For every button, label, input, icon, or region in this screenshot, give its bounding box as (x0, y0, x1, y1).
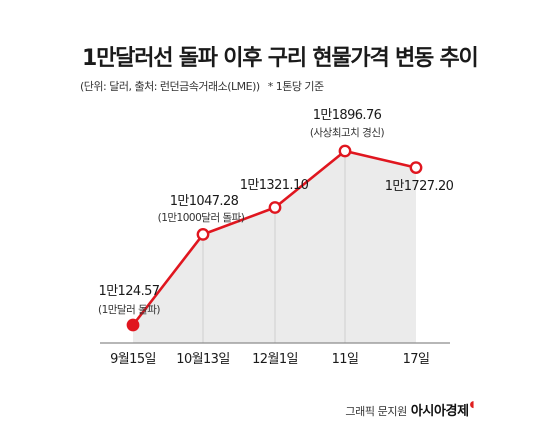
chart-title: 1만달러선 돌파 이후 구리 현물가격 변동 추이 (82, 46, 479, 71)
value-label: 1만1727.20 (385, 179, 454, 194)
data-labels: 1만124.57 (1만달러 돌파) 1만1047.28 (1만1000달러 돌파) 1… (98, 108, 454, 316)
x-tick-label: 10월13일 (176, 352, 229, 367)
data-point (268, 201, 282, 214)
brand-mark-icon: ◖ (469, 400, 475, 410)
x-tick-labels: 9월15일 10월13일 12월1일 11일 17일 (110, 352, 430, 367)
annotation-label: (사상최고치 경신) (310, 126, 385, 139)
annotation-label: (1만1000달러 돌파) (158, 212, 245, 224)
value-label: 1만124.57 (99, 284, 160, 299)
annotation-label: (1만달러 돌파) (98, 304, 160, 316)
chart-subtitle: (단위: 달러, 출처: 런던금속거래소(LME)) * 1톤당 기준 (80, 78, 324, 94)
credit: 그래픽 문지원 아시아경제◖ (345, 400, 474, 419)
unit-source-note: (단위: 달러, 출처: 런던금속거래소(LME)) (80, 80, 260, 93)
data-point (338, 144, 352, 158)
x-tick-label: 17일 (403, 352, 430, 367)
x-tick-label: 12월1일 (252, 352, 298, 367)
data-points (126, 144, 423, 332)
value-label: 1만1047.28 (170, 194, 239, 209)
data-point (409, 161, 423, 175)
data-point (126, 318, 140, 332)
x-tick-label: 11일 (332, 352, 359, 367)
basis-note: * 1톤당 기준 (267, 80, 324, 93)
data-point (196, 227, 210, 241)
value-label: 1만1896.76 (313, 108, 382, 123)
x-tick-label: 9월15일 (110, 352, 156, 367)
credit-text: 그래픽 문지원 (345, 405, 407, 418)
x-dividers (202, 151, 346, 343)
value-label: 1만1321.10 (240, 178, 309, 193)
brand-logo: 아시아경제 (410, 404, 469, 419)
